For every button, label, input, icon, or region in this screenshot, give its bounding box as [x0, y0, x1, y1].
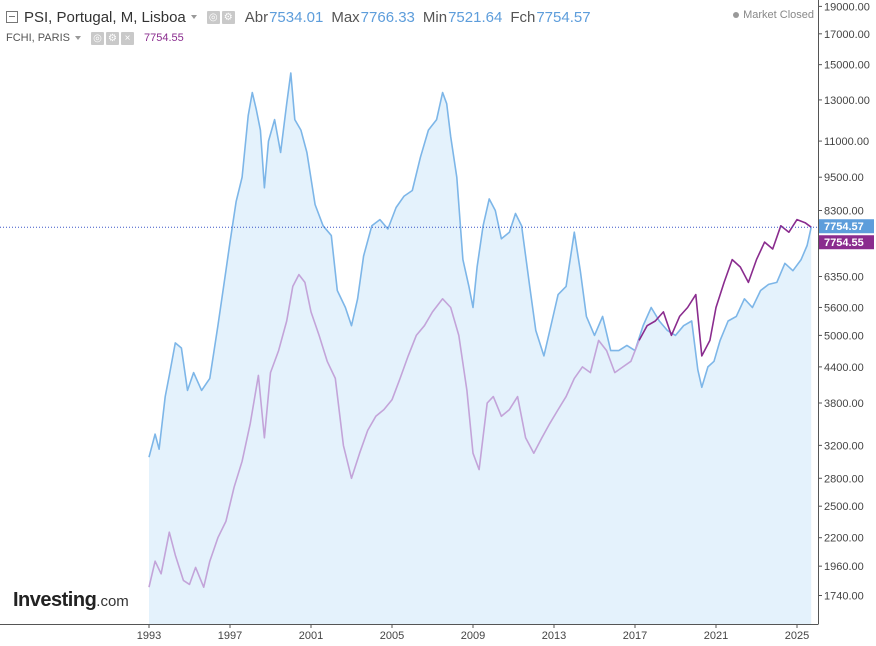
y-tick-label: 13000.00: [824, 95, 870, 107]
compare-symbol[interactable]: FCHI, PARIS: [6, 32, 70, 44]
psi-area-fill: [149, 73, 812, 624]
x-tick-label: 2017: [623, 630, 647, 642]
psi-last-price-label-bg: [819, 219, 874, 234]
status-dot-icon: [733, 12, 740, 19]
collapse-icon[interactable]: [6, 11, 18, 23]
plot-area: [0, 72, 818, 624]
low-label: Min: [422, 8, 448, 26]
x-tick-label: 2001: [299, 630, 323, 642]
y-tick-label: 5600.00: [824, 302, 864, 314]
y-tick-label: 1960.00: [824, 561, 864, 573]
compare-value: 7754.55: [143, 32, 184, 44]
high-label: Max: [331, 8, 360, 26]
y-tick-label: 6350.00: [824, 271, 864, 283]
compare-series-header: FCHI, PARIS ◎ ⚙ × 7754.55: [6, 30, 184, 46]
y-tick-label: 4400.00: [824, 362, 864, 374]
psi-last-price-label: 7754.57: [824, 221, 864, 233]
market-status-text: Market Closed: [743, 9, 814, 21]
visibility-icon[interactable]: ◎: [206, 10, 220, 24]
settings-icon[interactable]: ⚙: [221, 10, 235, 24]
y-tick-label: 17000.00: [824, 29, 870, 41]
x-tick-label: 2009: [461, 630, 485, 642]
low-value: 7521.64: [448, 8, 503, 26]
x-tick-label: 2021: [704, 630, 728, 642]
investing-logo: Investing.com: [13, 589, 129, 612]
chevron-down-icon[interactable]: [74, 36, 81, 40]
fchi-line[interactable]: [148, 273, 640, 588]
high-value: 7766.33: [360, 8, 415, 26]
y-tick-label: 11000.00: [824, 136, 869, 148]
y-tick-label: 15000.00: [824, 60, 870, 72]
x-tick-label: 2013: [542, 630, 566, 642]
x-tick-label: 1993: [137, 630, 161, 642]
y-tick-label: 19000.00: [824, 1, 870, 13]
close-label: Fch: [510, 8, 536, 26]
visibility-icon[interactable]: ◎: [90, 31, 104, 45]
close-value: 7754.57: [536, 8, 591, 26]
y-tick-label: 8300.00: [824, 205, 864, 217]
y-tick-label: 2200.00: [824, 533, 864, 545]
logo-suffix: .com: [96, 593, 129, 610]
fchi-last-price-label: 7754.55: [824, 237, 864, 249]
y-tick-label: 2500.00: [824, 501, 864, 513]
y-tick-label: 3800.00: [824, 398, 864, 410]
main-series-header: PSI, Portugal, M, Lisboa ◎ ⚙ Abr 7534.01…: [6, 6, 591, 28]
chevron-down-icon[interactable]: [190, 15, 197, 19]
y-tick-label: 2800.00: [824, 473, 864, 485]
y-tick-label: 5000.00: [824, 330, 864, 342]
y-tick-label: 3200.00: [824, 440, 864, 452]
x-tick-label: 2025: [785, 630, 809, 642]
fchi-last-price-label-bg: [819, 235, 874, 250]
settings-icon[interactable]: ⚙: [105, 31, 119, 45]
main-symbol[interactable]: PSI, Portugal, M, Lisboa: [24, 8, 186, 26]
remove-icon[interactable]: ×: [120, 31, 134, 45]
x-tick-label: 1997: [218, 630, 242, 642]
logo-brand: Investing: [13, 589, 97, 611]
y-axis: 19000.00 17000.00 15000.00 13000.00 11000.00…: [818, 0, 874, 624]
market-status: Market Closed: [733, 9, 814, 21]
y-tick-label: 1740.00: [824, 591, 864, 603]
psi-line[interactable]: [148, 72, 812, 458]
x-axis: 1993 1997 2001 2005 2009 2013 2017 2021 2025: [0, 624, 819, 642]
y-tick-label: 9500.00: [824, 172, 864, 184]
fchi-line-recent[interactable]: [638, 218, 812, 357]
x-tick-label: 2005: [380, 630, 404, 642]
open-label: Abr: [244, 8, 269, 26]
open-value: 7534.01: [269, 8, 324, 26]
